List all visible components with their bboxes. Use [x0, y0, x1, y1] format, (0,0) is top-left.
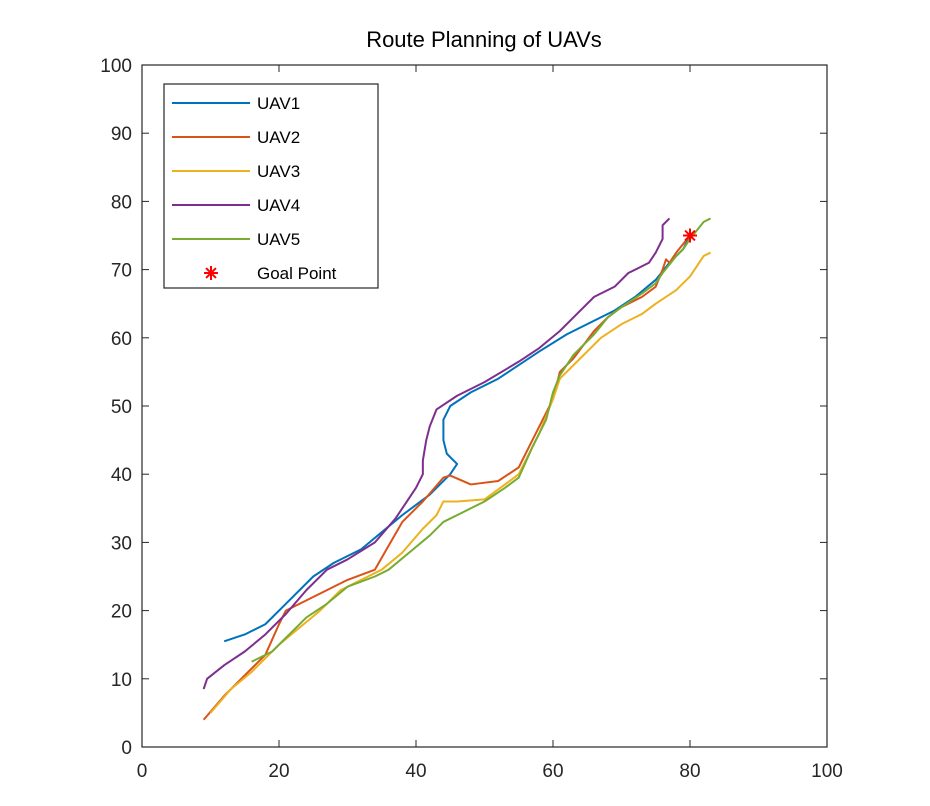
legend-label: UAV3	[257, 162, 300, 181]
legend-box	[163, 83, 379, 289]
legend-label: Goal Point	[257, 264, 337, 283]
legend-label: UAV5	[257, 230, 300, 249]
y-tick-label: 0	[121, 738, 132, 759]
x-tick-label: 80	[679, 761, 700, 782]
legend-label: UAV4	[257, 196, 300, 215]
legend-goal-icon	[204, 266, 218, 280]
legend: UAV1 UAV2 UAV3 UAV4 UAV5 Goal Point	[163, 83, 379, 289]
y-tick-label: 10	[111, 670, 132, 691]
y-tick-label: 100	[100, 56, 132, 77]
x-tick-label: 60	[542, 761, 563, 782]
series-line-uav3	[209, 251, 711, 714]
series-line-uav5	[251, 217, 711, 663]
y-tick-label: 90	[111, 124, 132, 145]
x-tick-label: 20	[268, 761, 289, 782]
x-tick-label: 0	[137, 761, 148, 782]
y-tick-label: 20	[111, 602, 132, 623]
y-tick-label: 50	[111, 397, 132, 418]
y-tick-label: 30	[111, 533, 132, 554]
y-tick-label: 80	[111, 192, 132, 213]
legend-label: UAV2	[257, 128, 300, 147]
x-tick-label: 40	[405, 761, 426, 782]
chart-title: Route Planning of UAVs	[366, 27, 602, 52]
y-tick-label: 70	[111, 261, 132, 282]
y-tick-label: 40	[111, 465, 132, 486]
series-line-uav4	[202, 217, 671, 690]
goal-point-marker	[683, 228, 697, 243]
y-tick-label: 60	[111, 329, 132, 350]
x-tick-label: 100	[811, 761, 843, 782]
legend-label: UAV1	[257, 94, 300, 113]
